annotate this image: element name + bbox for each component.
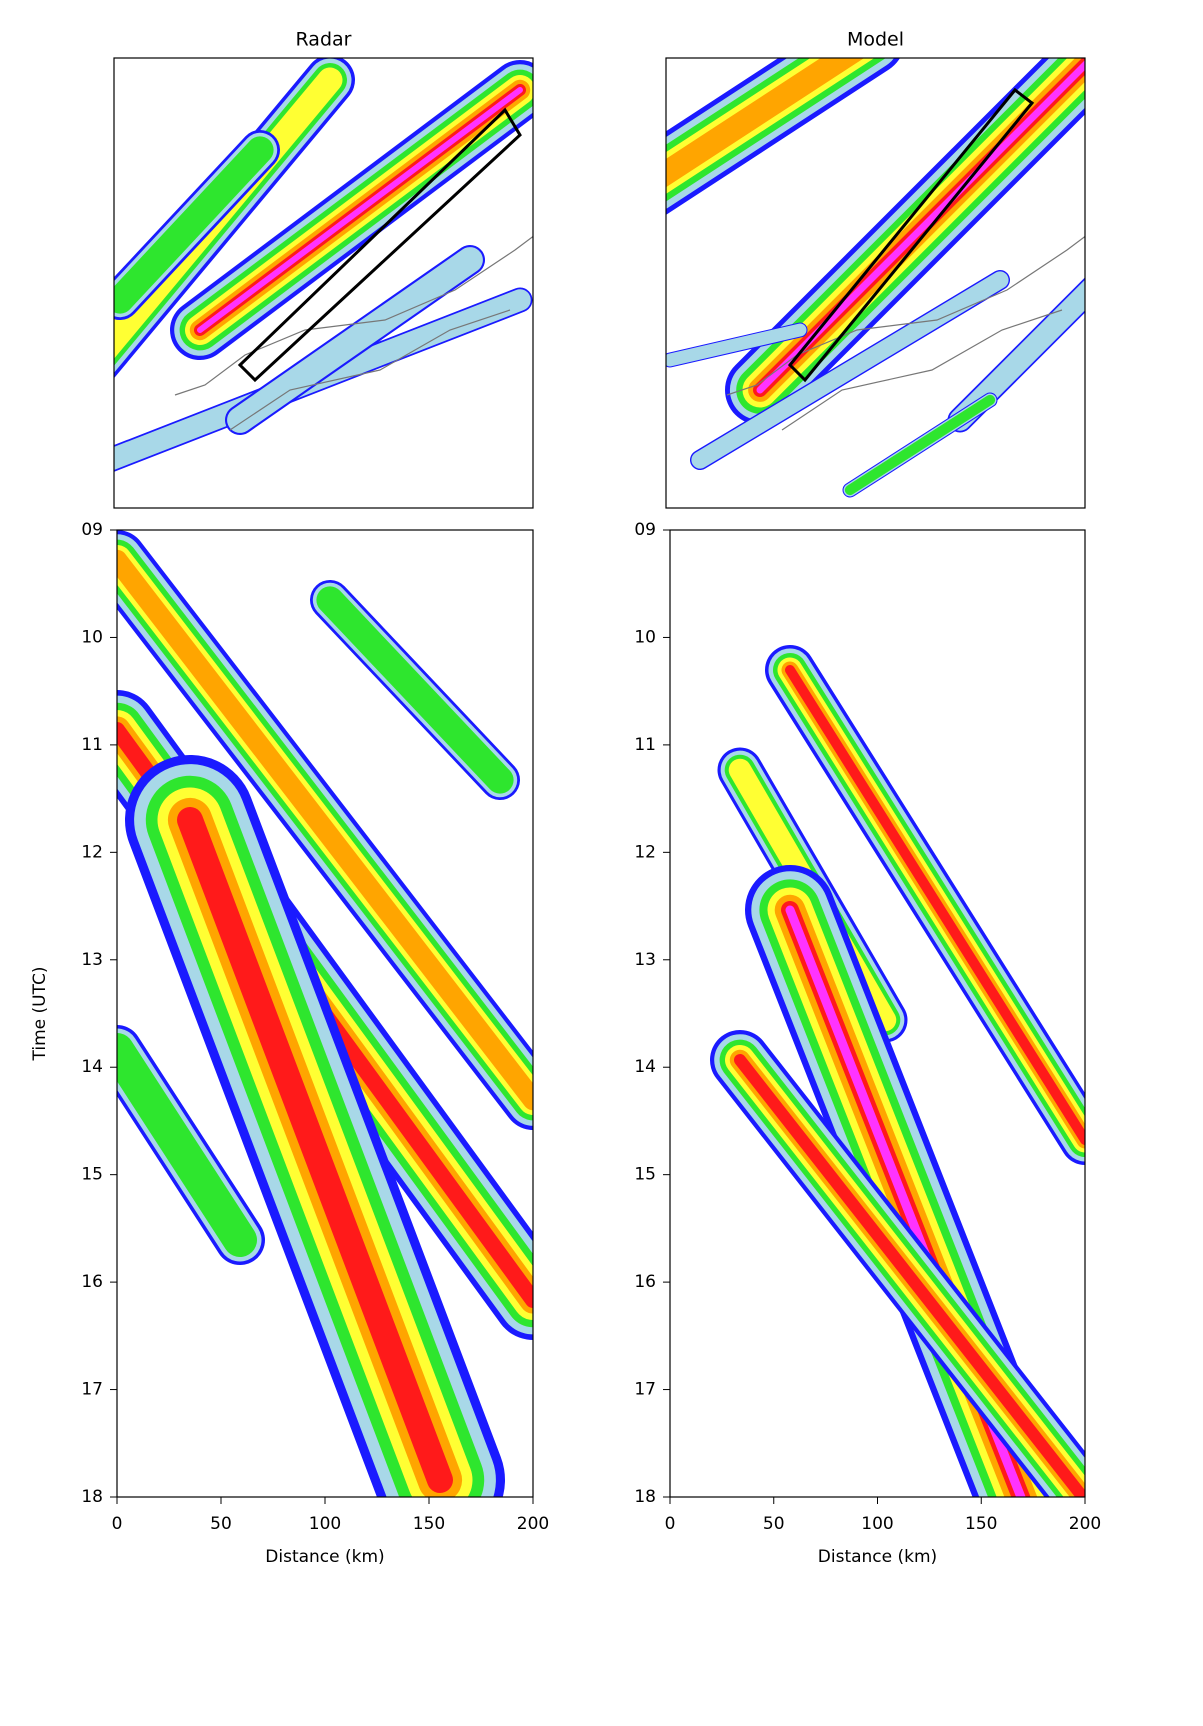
x-axis-label: Distance (km)	[818, 1547, 937, 1567]
y-tick-label: 12	[634, 842, 656, 862]
y-tick-label: 12	[81, 842, 103, 862]
panel-frame	[665, 57, 1086, 509]
contour-band	[117, 1033, 257, 1257]
y-tick-label: 13	[81, 950, 103, 970]
coastline	[726, 235, 1085, 431]
y-tick-label: 13	[634, 950, 656, 970]
y-tick-label: 10	[81, 627, 103, 647]
y-tick-label: 10	[634, 627, 656, 647]
y-tick-label: 17	[81, 1380, 103, 1400]
panel-title: Radar	[296, 29, 352, 51]
y-tick-label: 18	[634, 1487, 656, 1507]
x-tick-label: 150	[965, 1514, 997, 1534]
x-tick-label: 50	[763, 1514, 785, 1534]
y-tick-label: 09	[81, 520, 103, 540]
y-axis-label: Time (UTC)	[30, 967, 50, 1062]
contour-band	[316, 586, 514, 794]
x-tick-label: 200	[517, 1514, 549, 1534]
contour-band	[844, 394, 996, 496]
x-tick-label: 50	[210, 1514, 232, 1534]
x-tick-label: 100	[861, 1514, 893, 1534]
y-tick-label: 18	[81, 1487, 103, 1507]
contour-band	[177, 807, 453, 1493]
contour-band	[666, 323, 807, 367]
contour-field	[117, 530, 533, 1497]
contour-band	[114, 136, 274, 314]
coastline	[174, 235, 533, 431]
transect-box	[787, 87, 1035, 383]
y-tick-label: 11	[81, 735, 103, 755]
panel-title: Model	[847, 29, 904, 51]
contour-band	[691, 271, 1009, 469]
x-tick-label: 0	[112, 1514, 123, 1534]
x-tick-label: 100	[309, 1514, 341, 1534]
contour-field	[114, 58, 533, 472]
y-tick-label: 16	[634, 1272, 656, 1292]
x-tick-label: 150	[413, 1514, 445, 1534]
contour-band	[666, 58, 865, 188]
contour-band	[734, 1054, 1085, 1497]
y-tick-label: 14	[81, 1057, 103, 1077]
y-tick-label: 14	[634, 1057, 656, 1077]
contour-band	[117, 549, 533, 1111]
contour-band	[785, 665, 1085, 1145]
y-tick-label: 16	[81, 1272, 103, 1292]
y-tick-label: 15	[634, 1165, 656, 1185]
y-tick-label: 09	[634, 520, 656, 540]
contour-field	[710, 645, 1085, 1497]
transect-box	[237, 107, 522, 383]
x-axis-label: Distance (km)	[265, 1547, 384, 1567]
y-tick-label: 17	[634, 1380, 656, 1400]
contour-band	[197, 87, 523, 333]
contour-band	[227, 247, 483, 433]
y-tick-label: 11	[634, 735, 656, 755]
panel-frame	[113, 57, 534, 509]
x-tick-label: 0	[665, 1514, 676, 1534]
x-tick-label: 200	[1069, 1514, 1101, 1534]
y-tick-label: 15	[81, 1165, 103, 1185]
